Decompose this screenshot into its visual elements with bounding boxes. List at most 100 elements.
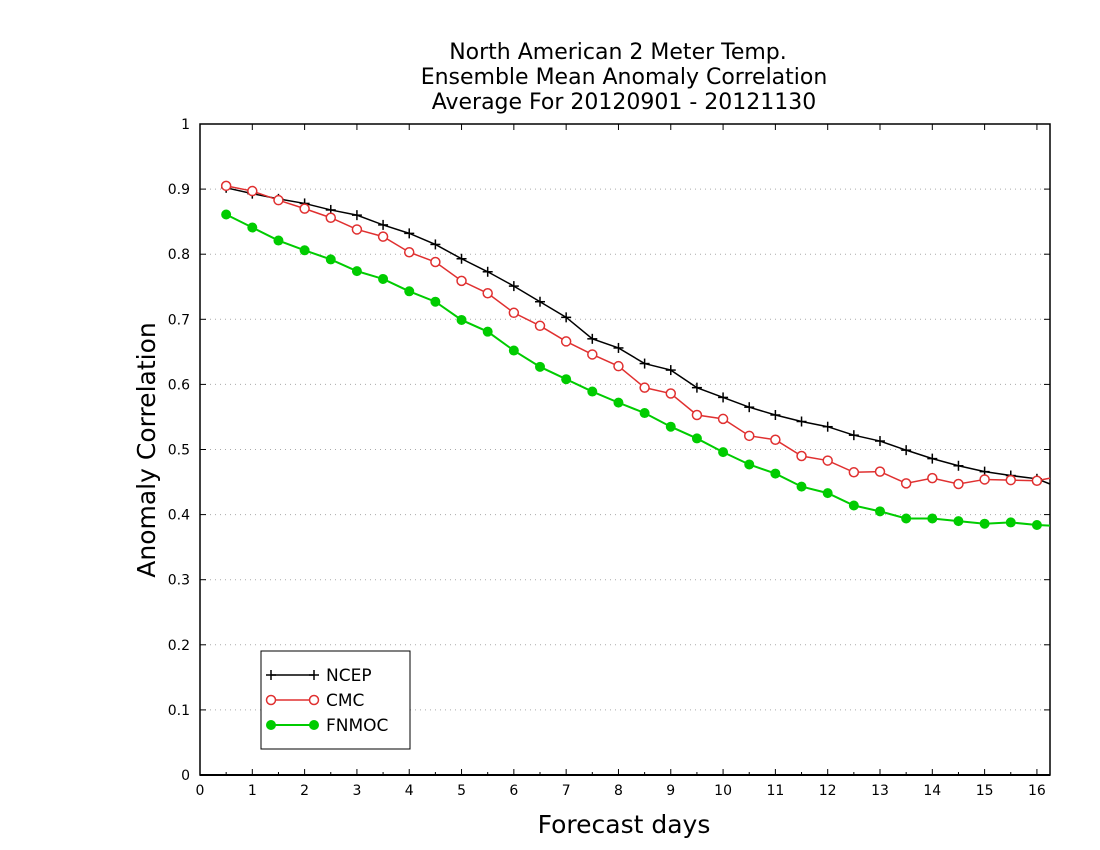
point-ncep	[848, 430, 859, 441]
y-tick-label-8: 0.8	[168, 247, 190, 263]
x-tick-label-9: 9	[666, 783, 675, 799]
y-tick-label-3: 0.3	[168, 573, 190, 589]
y-axis-ticks: 0 0.1 0.2 0.3 0.4 0.5 0.6 0.7 0.8 0.9 1	[168, 117, 1050, 784]
point-ncep	[796, 416, 807, 427]
y-tick-label-10: 1	[181, 117, 190, 133]
point-cmc	[900, 478, 912, 489]
point-ncep	[587, 333, 598, 344]
y-tick-label-6: 0.6	[168, 377, 190, 393]
point-cmc	[743, 430, 755, 442]
point-ncep	[718, 392, 729, 403]
chart-title-line-3: Average For 20120901 - 20121130	[432, 90, 817, 115]
point-fnmoc	[508, 345, 519, 356]
point-ncep	[430, 239, 441, 250]
point-cmc	[430, 256, 441, 268]
x-tick-label-2: 2	[300, 783, 309, 799]
point-cmc	[325, 212, 337, 223]
point-ncep	[613, 342, 624, 353]
point-fnmoc	[404, 286, 415, 297]
point-cmc	[979, 474, 990, 485]
y-tick-label-1: 0.1	[168, 703, 190, 719]
series-cmc	[220, 180, 1051, 490]
series-fnmoc	[221, 209, 1051, 531]
series-line-cmc	[226, 185, 1051, 485]
point-fnmoc	[979, 518, 990, 529]
point-fnmoc	[822, 488, 833, 499]
x-tick-label-14: 14	[923, 783, 941, 799]
point-cmc	[848, 467, 860, 478]
chart-title-line-2: Ensemble Mean Anomaly Correlation	[421, 65, 828, 90]
point-cmc	[691, 409, 703, 421]
point-fnmoc	[718, 447, 729, 458]
legend-cmc-marker-right	[308, 694, 320, 706]
point-fnmoc	[482, 326, 493, 337]
y-tick-label-7: 0.7	[168, 312, 190, 328]
x-tick-label-12: 12	[819, 783, 837, 799]
point-fnmoc	[796, 481, 807, 492]
point-fnmoc	[247, 222, 258, 233]
point-fnmoc	[535, 361, 545, 372]
point-ncep	[691, 382, 702, 393]
legend-ncep-label: NCEP	[326, 666, 372, 686]
legend-item-fnmoc: FNMOC	[266, 716, 388, 736]
point-ncep	[639, 358, 650, 369]
legend: NCEP CMC FNMOC	[260, 650, 411, 750]
point-ncep	[378, 219, 389, 230]
chart-title-line-1: North American 2 Meter Temp.	[449, 40, 787, 65]
point-cmc	[796, 450, 807, 462]
point-ncep	[953, 460, 964, 471]
point-cmc	[273, 194, 284, 206]
point-fnmoc	[456, 314, 467, 325]
x-tick-label-15: 15	[976, 783, 994, 799]
x-tick-label-7: 7	[562, 783, 571, 799]
chart-title: North American 2 Meter Temp. Ensemble Me…	[421, 40, 828, 115]
x-tick-label-4: 4	[405, 783, 414, 799]
legend-fnmoc-marker-right	[309, 720, 319, 730]
point-fnmoc	[561, 374, 572, 385]
point-fnmoc	[691, 433, 702, 444]
point-cmc	[587, 349, 598, 360]
y-tick-label-2: 0.2	[168, 638, 190, 654]
x-tick-label-5: 5	[457, 783, 466, 799]
point-cmc	[822, 455, 833, 466]
point-ncep	[508, 281, 519, 292]
point-ncep	[482, 266, 493, 277]
point-ncep	[927, 453, 938, 464]
point-cmc	[508, 307, 520, 319]
point-cmc	[770, 434, 781, 445]
point-cmc	[1031, 475, 1043, 486]
point-cmc	[717, 413, 729, 425]
point-cmc	[665, 388, 677, 399]
point-cmc	[927, 472, 938, 484]
point-ncep	[901, 445, 912, 456]
point-fnmoc	[901, 513, 912, 524]
point-fnmoc	[1005, 517, 1016, 528]
point-cmc	[456, 275, 467, 287]
x-tick-label-16: 16	[1028, 783, 1046, 799]
point-fnmoc	[1031, 520, 1042, 531]
point-ncep	[822, 421, 833, 432]
x-axis-label: Forecast days	[538, 810, 711, 839]
point-ncep	[535, 296, 545, 307]
legend-cmc-label: CMC	[326, 691, 364, 711]
point-fnmoc	[430, 296, 441, 307]
x-tick-label-0: 0	[196, 783, 205, 799]
point-fnmoc	[299, 245, 310, 256]
point-fnmoc	[639, 408, 650, 419]
point-cmc	[613, 360, 624, 372]
x-tick-label-6: 6	[509, 783, 518, 799]
point-ncep	[404, 228, 415, 239]
legend-fnmoc-label: FNMOC	[326, 716, 388, 736]
y-tick-label-4: 0.4	[168, 508, 190, 524]
point-ncep	[665, 365, 676, 376]
point-fnmoc	[665, 421, 676, 432]
point-cmc	[874, 466, 886, 477]
point-ncep	[351, 210, 362, 221]
point-cmc	[560, 336, 572, 347]
point-ncep	[875, 436, 885, 447]
x-tick-label-3: 3	[352, 783, 361, 799]
x-tick-label-1: 1	[248, 783, 257, 799]
plot-series	[220, 180, 1051, 531]
point-cmc	[953, 478, 964, 490]
x-axis-ticks: 0 1 2 3 4 5 6 7 8 9 10 11 12 13 14 15 16	[196, 124, 1046, 799]
